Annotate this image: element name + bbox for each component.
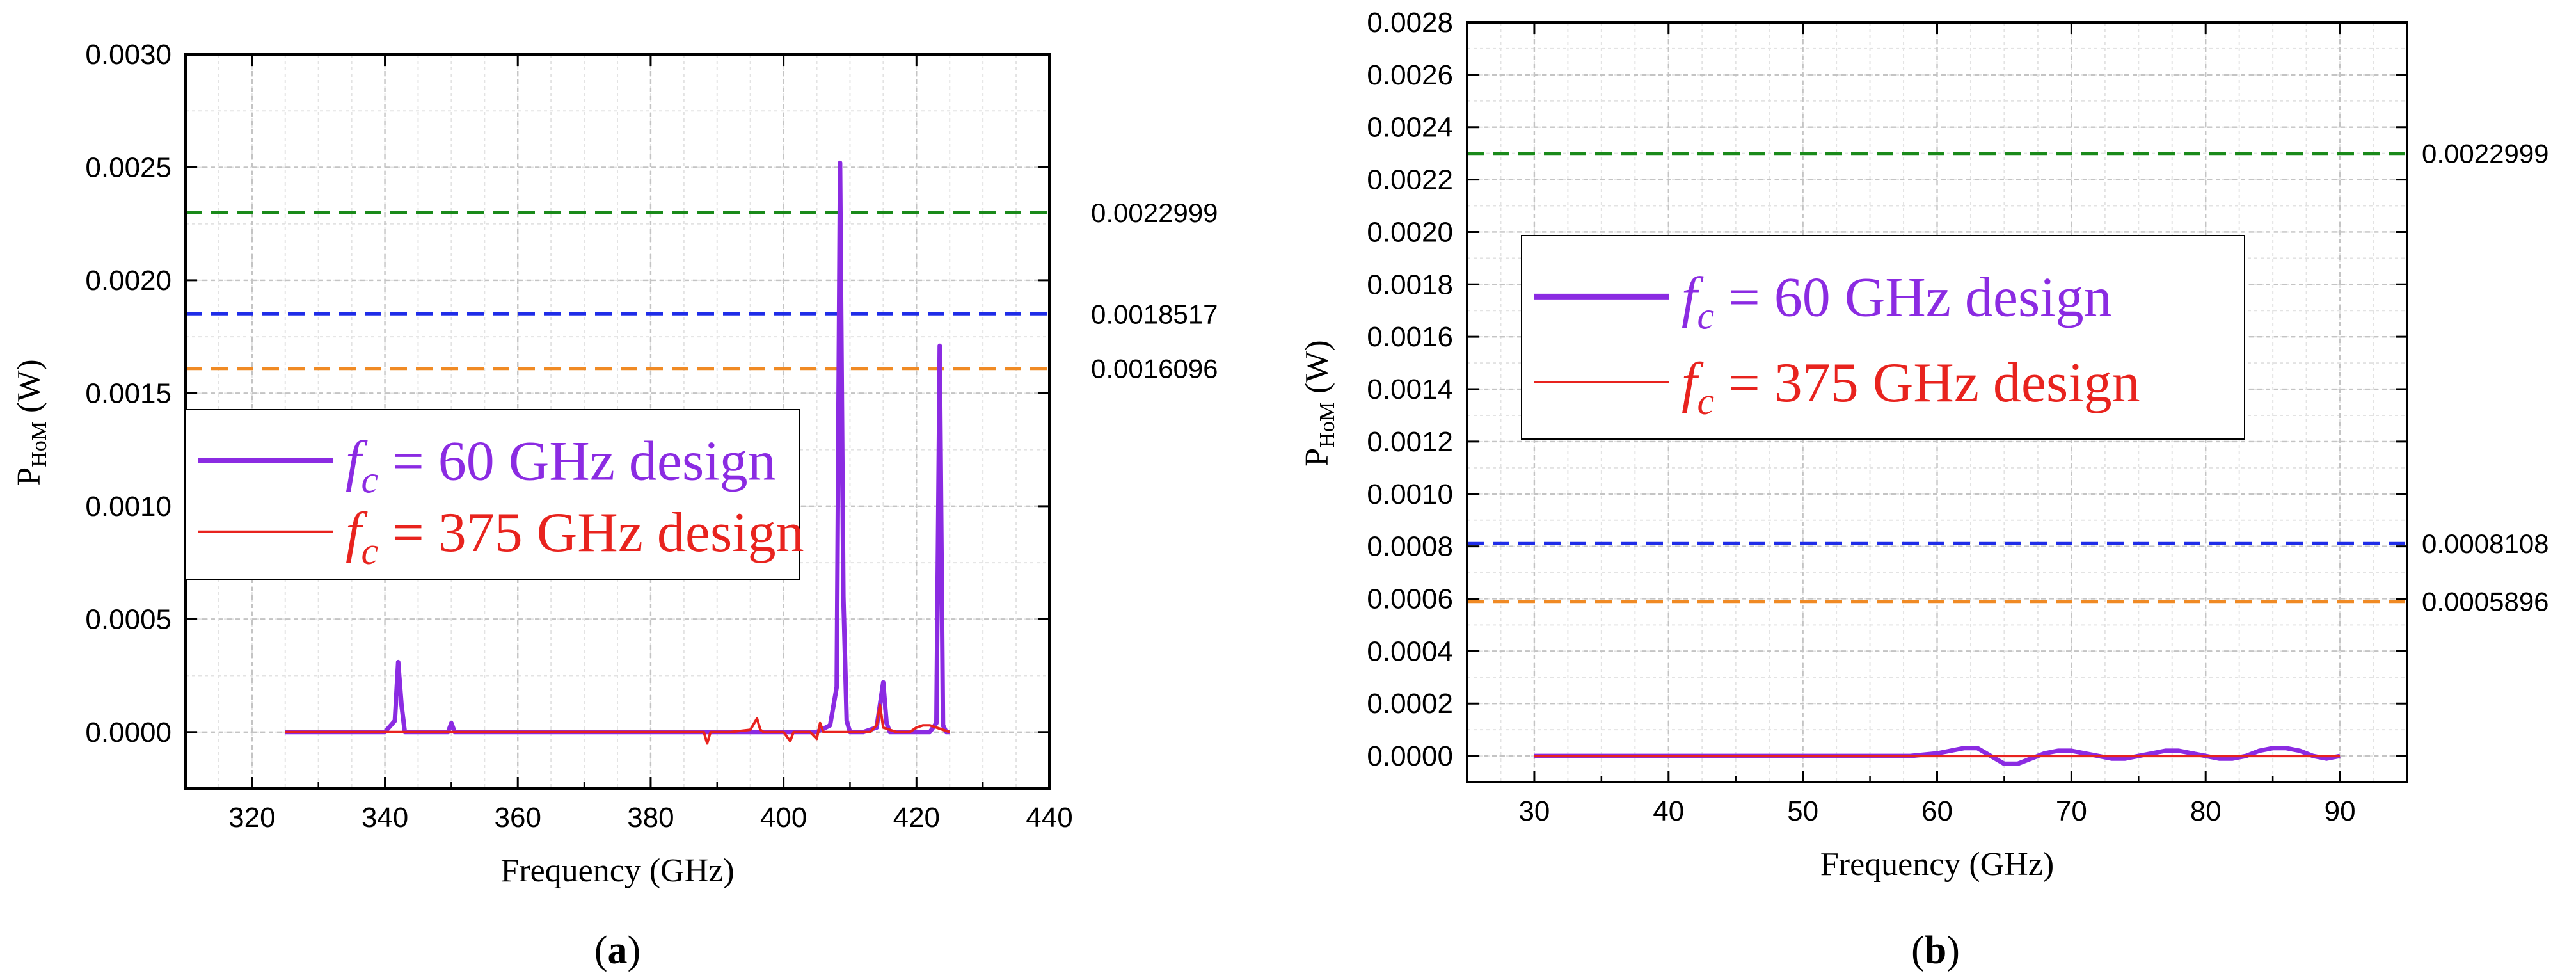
- x-axis-title: Frequency (GHz): [500, 853, 734, 889]
- x-tick-label: 60: [1921, 796, 1953, 827]
- y-tick-label: 0.0008: [1367, 531, 1453, 563]
- y-axis-title-subscript: HoM: [28, 421, 51, 467]
- reference-line-label: 0.0022999: [1091, 198, 1218, 228]
- panel-caption-open: (: [594, 929, 608, 972]
- legend-box: [185, 409, 800, 580]
- y-axis-title-unit: (W): [11, 359, 47, 421]
- x-tick-label: 420: [893, 802, 940, 833]
- legend-entry-1: fc = 375 GHz design: [1682, 352, 2140, 422]
- panel-caption-close: ): [1946, 929, 1960, 972]
- y-tick-label: 0.0020: [85, 265, 171, 296]
- legend-entry-1: fc = 375 GHz design: [346, 502, 804, 572]
- panel-caption: (b): [1911, 929, 1960, 972]
- y-tick-label: 0.0020: [1367, 216, 1453, 248]
- y-axis-title-subscript: HoM: [1316, 402, 1339, 448]
- y-tick-label: 0.0015: [85, 378, 171, 409]
- legend-entry-0: fc = 60 GHz design: [1682, 266, 2112, 337]
- x-tick-label: 380: [627, 802, 674, 833]
- panel-caption-letter: b: [1925, 929, 1946, 972]
- x-tick-label: 400: [760, 802, 807, 833]
- y-axis-title: PHoM (W): [11, 359, 51, 485]
- y-tick-label: 0.0014: [1367, 374, 1453, 405]
- legend-box: [1521, 235, 2245, 440]
- panel-caption-letter: a: [608, 929, 628, 972]
- y-tick-label: 0.0002: [1367, 688, 1453, 719]
- y-tick-label: 0.0018: [1367, 269, 1453, 300]
- legend-entry-0: fc = 60 GHz design: [346, 431, 776, 501]
- legend-subscript: c: [361, 530, 378, 572]
- legend: fc = 60 GHz design fc = 375 GHz design: [1521, 235, 2245, 440]
- legend-subscript: c: [1697, 380, 1714, 422]
- y-tick-label: 0.0005: [85, 604, 171, 635]
- x-tick-label: 80: [2190, 796, 2222, 827]
- series-line-1: [285, 703, 950, 745]
- y-axis-title: PHoM (W): [1299, 340, 1339, 466]
- legend-label: = 375 GHz design: [378, 502, 804, 564]
- reference-line-label: 0.0005896: [2422, 587, 2549, 617]
- y-tick-label: 0.0012: [1367, 426, 1453, 458]
- panel-caption: (a): [594, 929, 640, 972]
- y-tick-label: 0.0024: [1367, 112, 1453, 143]
- y-tick-label: 0.0010: [85, 491, 171, 522]
- x-tick-label: 340: [362, 802, 408, 833]
- y-axis-title-symbol: P: [1299, 448, 1335, 467]
- y-tick-label: 0.0022: [1367, 164, 1453, 196]
- y-axis-title-unit: (W): [1299, 340, 1335, 402]
- x-tick-label: 30: [1518, 796, 1550, 827]
- reference-line-label: 0.0018517: [1091, 299, 1218, 329]
- y-axis-title-symbol: P: [11, 467, 47, 486]
- x-tick-label: 40: [1653, 796, 1684, 827]
- legend-subscript: c: [361, 459, 378, 501]
- y-tick-label: 0.0028: [1367, 7, 1453, 38]
- y-tick-label: 0.0030: [85, 39, 171, 70]
- reference-line-label: 0.0022999: [2422, 139, 2549, 169]
- y-tick-label: 0.0010: [1367, 479, 1453, 510]
- x-tick-label: 90: [2325, 796, 2356, 827]
- panel-caption-open: (: [1911, 929, 1925, 972]
- x-tick-label: 70: [2056, 796, 2087, 827]
- legend-subscript: c: [1697, 294, 1714, 337]
- x-tick-label: 320: [228, 802, 275, 833]
- y-tick-label: 0.0004: [1367, 636, 1453, 667]
- x-axis-title: Frequency (GHz): [1820, 846, 2054, 883]
- legend-label: = 60 GHz design: [378, 431, 776, 493]
- legend-label: = 375 GHz design: [1714, 352, 2140, 414]
- y-tick-label: 0.0006: [1367, 583, 1453, 614]
- y-tick-label: 0.0000: [85, 717, 171, 748]
- chart-panel-a: 0.0022999 0.0018517 0.0016096 320 340 360 380 4…: [11, 39, 1218, 972]
- panel-caption-close: ): [628, 929, 641, 972]
- x-tick-label: 440: [1026, 802, 1072, 833]
- chart-panel-b: 0.0022999 0.0008108 0.0005896 30 40 50 60 70 80 9…: [1299, 7, 2549, 972]
- y-tick-label: 0.0000: [1367, 741, 1453, 772]
- legend-label: = 60 GHz design: [1714, 266, 2112, 328]
- x-tick-label: 50: [1787, 796, 1818, 827]
- y-tick-label: 0.0025: [85, 152, 171, 183]
- reference-line-label: 0.0016096: [1091, 354, 1218, 384]
- y-tick-label: 0.0026: [1367, 60, 1453, 91]
- y-tick-label: 0.0016: [1367, 321, 1453, 353]
- x-tick-label: 360: [495, 802, 541, 833]
- reference-line-label: 0.0008108: [2422, 529, 2549, 559]
